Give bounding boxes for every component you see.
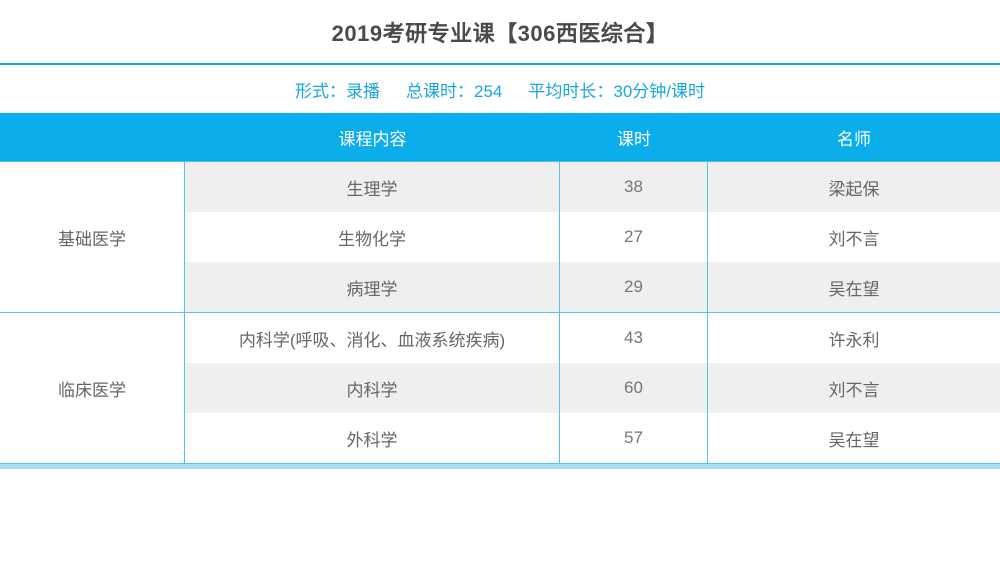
category-cell: 临床医学 [0, 313, 185, 463]
course-content-cell: 内科学(呼吸、消化、血液系统疾病) [185, 313, 560, 363]
column-header-teacher: 名师 [837, 129, 871, 149]
teacher-cell: 梁起保 [828, 179, 880, 199]
meta-avg-duration-label: 平均时长： [528, 81, 614, 101]
course-content-cell: 生物化学 [185, 212, 560, 262]
table-bottom-bar [0, 464, 1000, 469]
meta-avg-duration: 平均时长：30分钟/课时 [528, 77, 705, 102]
hours-cell: 60 [560, 363, 708, 413]
teacher-cell: 吴在望 [828, 279, 880, 299]
table-header-row: 课程内容 课时 名师 [0, 113, 1000, 161]
hours-cell: 57 [560, 413, 708, 463]
table-row: 病理学 29 吴在望 [185, 262, 1000, 312]
column-header-category [0, 113, 185, 161]
title-divider [0, 63, 1000, 65]
hours-cell: 43 [560, 313, 708, 363]
meta-format-value: 录播 [345, 81, 380, 101]
hours-cell: 29 [560, 262, 708, 312]
course-content-cell: 生理学 [185, 162, 560, 212]
teacher-cell: 许永利 [828, 330, 880, 350]
category-cell: 基础医学 [0, 162, 185, 312]
course-meta-bar: 形式：录播 总课时：254 平均时长：30分钟/课时 [0, 65, 1000, 113]
meta-total-hours-label: 总课时： [405, 81, 474, 101]
course-content-cell: 内科学 [185, 363, 560, 413]
meta-total-hours-value: 254 [473, 81, 503, 101]
teacher-cell: 刘不言 [828, 229, 880, 249]
teacher-cell: 吴在望 [828, 430, 880, 450]
meta-avg-duration-value: 30分钟/课时 [613, 81, 705, 101]
page-title: 2019考研专业课【306西医综合】 [331, 20, 669, 46]
course-table: 课程内容 课时 名师 基础医学 生理学 38 梁起保 生物化学 27 刘不言 [0, 113, 1000, 469]
meta-format: 形式：录播 [295, 77, 380, 102]
title-bar: 2019考研专业课【306西医综合】 [0, 0, 1000, 63]
group-rows: 内科学(呼吸、消化、血液系统疾病) 43 许永利 内科学 60 刘不言 外科学 … [185, 313, 1000, 463]
hours-cell: 27 [560, 212, 708, 262]
table-row: 生物化学 27 刘不言 [185, 212, 1000, 262]
teacher-cell: 刘不言 [828, 380, 880, 400]
course-content-cell: 外科学 [185, 413, 560, 463]
course-content-cell: 病理学 [185, 262, 560, 312]
hours-cell: 38 [560, 162, 708, 212]
table-body: 基础医学 生理学 38 梁起保 生物化学 27 刘不言 病理学 29 [0, 161, 1000, 464]
table-row: 内科学(呼吸、消化、血液系统疾病) 43 许永利 [185, 313, 1000, 363]
column-header-hours: 课时 [617, 129, 651, 149]
group-rows: 生理学 38 梁起保 生物化学 27 刘不言 病理学 29 吴在望 [185, 162, 1000, 312]
table-row: 生理学 38 梁起保 [185, 162, 1000, 212]
table-row: 外科学 57 吴在望 [185, 413, 1000, 463]
table-row: 内科学 60 刘不言 [185, 363, 1000, 413]
meta-format-label: 形式： [294, 81, 346, 101]
column-header-content: 课程内容 [338, 129, 407, 149]
meta-total-hours: 总课时：254 [406, 77, 502, 102]
table-group-clinical-medicine: 临床医学 内科学(呼吸、消化、血液系统疾病) 43 许永利 内科学 60 刘不言… [0, 312, 1000, 463]
table-group-basic-medicine: 基础医学 生理学 38 梁起保 生物化学 27 刘不言 病理学 29 [0, 162, 1000, 312]
